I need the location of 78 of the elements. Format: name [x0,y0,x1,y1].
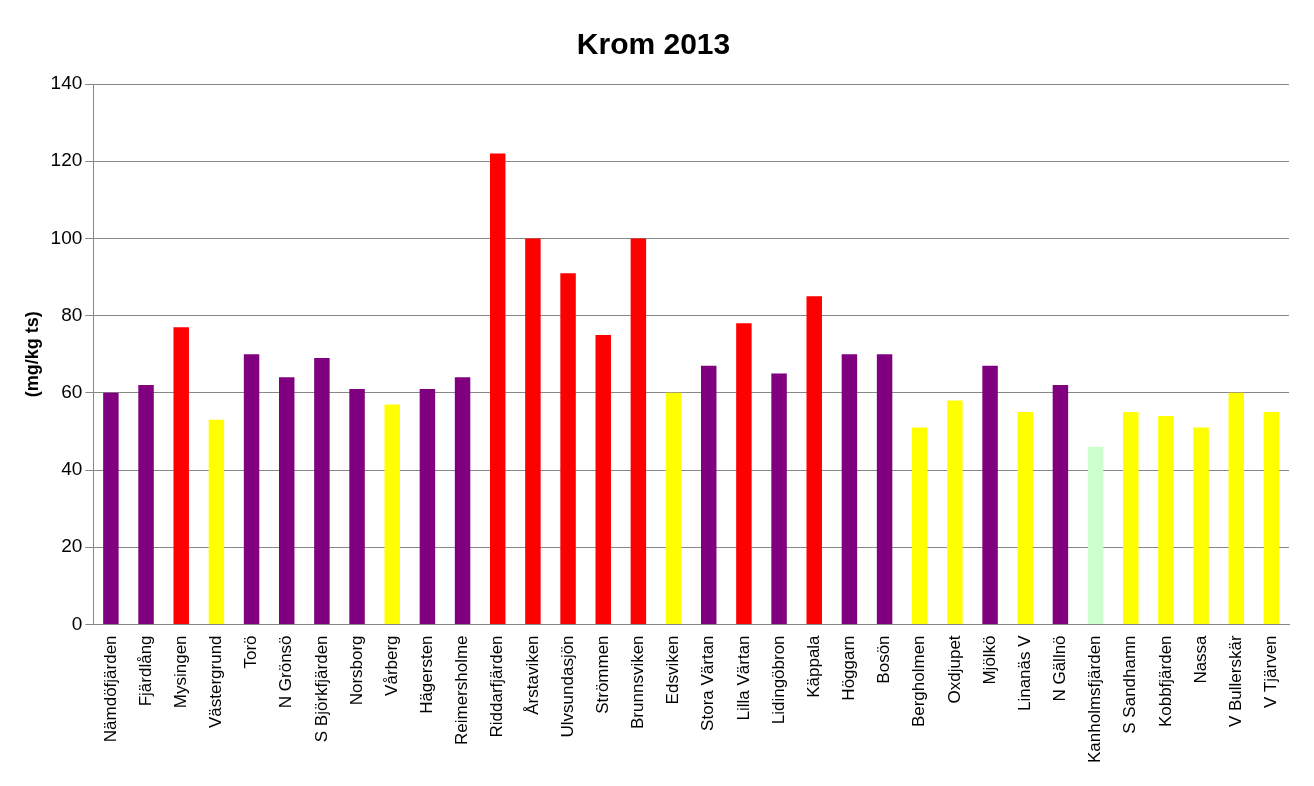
x-tick-label: Hägersten [417,635,437,714]
y-axis-title: (mg/kg ts) [21,311,42,398]
x-tick-label: Kobbfjärden [1155,635,1175,728]
x-tick-label: Torö [241,635,261,669]
x-tick-label: Västergrund [206,635,226,729]
bar [489,153,506,624]
x-tick-label: Fjärdlång [135,635,155,707]
x-tick-label: Oxdjupet [944,635,964,704]
x-tick-label: Riddarfjärden [487,635,507,738]
bar [947,400,963,624]
x-tick-label: Kanholmsfjärden [1085,635,1105,763]
bar [103,392,119,624]
x-tick-label: Norsborg [346,635,366,706]
x-tick-label: Nämdöfjärden [100,635,120,743]
x-tick-label: Bosön [874,635,894,684]
y-tick-label: 80 [61,303,83,325]
bar [1193,427,1209,624]
x-tick-label: Brunnsviken [628,635,648,729]
bar [278,377,295,624]
x-tick-label: Edsviken [663,635,683,705]
y-tick-label: 40 [61,458,83,480]
x-tick-label: Höggarn [839,635,859,701]
bar [349,388,365,624]
bar [1263,412,1280,624]
x-tick-label: Stora Värtan [698,635,718,731]
x-tick-label: Strömmen [592,635,612,714]
bar [560,273,576,624]
bar [1123,412,1139,624]
x-tick-label: S Björkfjärden [311,635,331,743]
bar [419,388,436,624]
y-tick-label: 0 [71,612,83,634]
bar [630,238,647,624]
x-tick-label: Nassa [1190,634,1210,684]
bar [595,334,611,624]
bar [314,358,330,624]
bar [138,385,154,624]
chart-title: Krom 2013 [576,27,731,61]
y-tick-label: 60 [61,381,83,403]
bar [1052,385,1069,624]
x-tick-label: Ulvsundasjön [557,635,577,738]
y-tick-label: 120 [50,149,83,171]
x-tick-label: Linanäs V [1014,634,1034,712]
x-tick-label: Mysingen [170,635,190,709]
bar [243,354,260,624]
bar [384,404,400,624]
y-tick-label: 100 [50,226,83,248]
bar [1017,412,1033,624]
bar [841,354,858,624]
y-tick-label: 140 [50,72,83,94]
bar [771,373,787,624]
x-tick-label: Reimersholme [452,635,472,746]
bar [736,323,752,624]
x-tick-label: Mjölkö [979,635,999,685]
bar [806,296,822,624]
bar [912,427,928,624]
bar [173,327,189,624]
x-tick-label: N Grönsö [276,635,296,709]
bar [1087,446,1104,624]
x-tick-label: V Bullerskär [1225,635,1245,728]
x-tick-label: Årstaviken [522,635,542,715]
x-tick-label: Käppala [803,634,823,698]
x-tick-label: Lidingöbron [768,635,788,725]
bar [665,392,682,624]
x-tick-label: Bergholmen [909,635,929,728]
bar [525,238,541,624]
x-tick-label: V Tjärven [1261,635,1281,708]
x-tick-label: S Sandhamn [1120,635,1140,734]
y-tick-label: 20 [61,535,83,557]
bar [454,377,471,624]
bar [1228,392,1244,624]
bar [1158,415,1174,624]
bar [208,419,225,624]
x-tick-label: Lilla Värtan [733,635,753,721]
bar [876,354,893,624]
bar [982,365,998,624]
x-tick-label: Vårberg [381,635,401,696]
bar [701,365,717,624]
x-tick-label: N Gällnö [1050,635,1070,702]
